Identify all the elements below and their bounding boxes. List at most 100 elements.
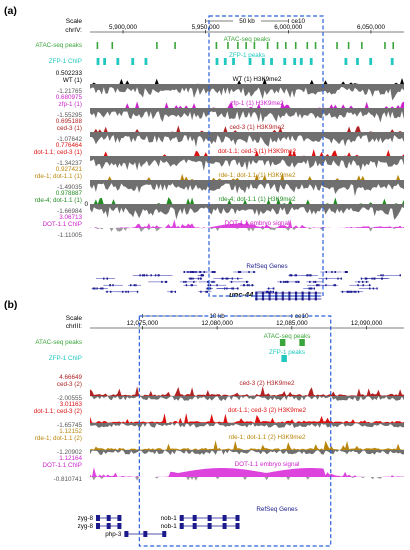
panelA-gene-exon <box>157 274 159 277</box>
panelA-gene-exon <box>353 290 355 293</box>
panelA-gene-exon <box>331 271 333 273</box>
panelB-scalebar-bg <box>203 311 232 319</box>
panelA-annot-block <box>283 58 287 65</box>
panelA-annot-block <box>293 58 297 65</box>
panelA-gene-exon <box>309 280 311 283</box>
panelA-gene-exon <box>133 284 135 287</box>
panelB-track-positive-signal <box>90 467 404 477</box>
panelA-gene-exon <box>351 290 353 293</box>
panelA-unc44-exon <box>268 297 271 301</box>
panelA-unc44-exon <box>294 291 298 295</box>
panelA-track-negative-signal <box>90 228 404 232</box>
panelA-scalebar-bg <box>233 16 261 24</box>
panelB-annot-left-label: ZFP-1 ChIP <box>49 355 82 362</box>
panelA-gene-exon <box>243 284 245 287</box>
panelA-annot-peak <box>392 42 395 49</box>
panelB-annot-block <box>299 339 305 346</box>
panelB-track-top-value: 1.12164 <box>59 455 82 462</box>
panelA-coord-label: 6,050,000 <box>357 24 386 31</box>
panelA-gene-exon <box>341 290 344 293</box>
panel-a-scale-label: Scale <box>66 18 83 25</box>
panelA-gene-exon <box>112 284 114 287</box>
panelA-gene-exon <box>139 274 141 277</box>
panelA-gene-exon <box>171 290 173 293</box>
panelB-annot-center-label: ZFP-1 peaks <box>269 349 305 356</box>
panelA-gene-exon <box>192 271 194 273</box>
panelA-annot-block <box>96 58 100 65</box>
panelB-gene-exon <box>235 515 240 521</box>
panelA-annot-peak <box>111 42 114 49</box>
panelA-gene-exon <box>226 277 229 280</box>
panelA-gene-exon <box>213 271 215 273</box>
panelA-gene-exon <box>96 287 98 290</box>
panelA-track-left-label: WT (1) <box>63 77 82 84</box>
panelA-gene-exon <box>381 277 383 280</box>
panelA-unc44-exon <box>281 291 284 295</box>
panelA-track-negative-signal <box>90 132 404 148</box>
panelA-annot-block <box>248 58 252 65</box>
panelA-track-center-label: zfp-1 (1) H3K9me2 <box>230 100 284 107</box>
panelA-coord-label: 5,900,000 <box>109 24 138 31</box>
panelA-track-center-label: DOT-1.1 embryo signal <box>225 220 290 227</box>
panelA-annot-peak <box>156 42 158 49</box>
panelB-gene-exon <box>117 523 122 529</box>
panelA-track-negative-signal <box>90 204 404 220</box>
panelA-track-bottom-value: -1.66984 <box>57 208 82 215</box>
panelA-annot-block <box>232 58 235 65</box>
panelA-track-top-value: 0.927421 <box>56 166 83 173</box>
panelA-track-positive-signal <box>90 77 404 84</box>
panelB-coord-label: 12,075,000 <box>127 320 159 327</box>
panelB-coord-label: 12,090,000 <box>351 320 383 327</box>
panelA-gene-exon <box>199 277 202 280</box>
panelA-unc44-exon <box>268 294 271 298</box>
panelA-gene-exon <box>251 284 254 287</box>
panelA-unc44-exon <box>275 297 278 301</box>
panelA-annot-block <box>270 58 273 65</box>
panelA-gene-exon <box>191 284 194 287</box>
panelA-gene-exon <box>289 274 291 277</box>
panelA-gene-exon <box>130 284 132 287</box>
panelA-gene-exon <box>239 271 242 273</box>
panelB-track-positive-signal <box>90 413 404 423</box>
panelA-track-center-label: rde-1; dot-1.1 (1) H3K9me2 <box>219 172 296 179</box>
panelA-gene-exon <box>310 274 312 277</box>
panelA-gene-exon <box>290 274 292 277</box>
panelA-annot-peak <box>384 42 386 49</box>
panelB-gene-exon <box>192 515 197 521</box>
panelA-unc44-exon <box>301 297 304 301</box>
panelB-annot-left-label: ATAC-seq peaks <box>35 339 82 346</box>
panelA-unc44-exon <box>301 291 304 295</box>
panelA-annot-block <box>103 58 107 65</box>
panelA-track-top-value: 0.680975 <box>56 94 83 101</box>
panelA-gene-exon <box>316 284 318 287</box>
panelA-gene-exon <box>205 290 207 293</box>
panelA-gene-exon <box>193 280 195 283</box>
panelB-track-negative-signal <box>90 477 404 481</box>
panelA-coord-label: 5,950,000 <box>192 24 221 31</box>
panelA-coord-label: 6,000,000 <box>274 24 303 31</box>
panelB-track-positive-signal <box>90 386 404 396</box>
panelA-gene-exon <box>183 280 185 283</box>
panelA-gene-exon <box>225 277 227 280</box>
panelA-track-left-label: zfp-1 (1) <box>59 101 82 108</box>
panelA-gene-exon <box>209 287 212 290</box>
panelB-gene-exon <box>207 515 212 521</box>
panelB-gene-exon <box>117 515 122 521</box>
panelB-gene-exon <box>124 531 129 537</box>
panelB-refseq-title: RefSeq Genes <box>256 506 297 513</box>
panelA-gene-exon <box>318 284 320 287</box>
panelA-gene-exon <box>207 284 209 287</box>
panelA-gene-exon <box>346 271 348 273</box>
panelB-annot-block <box>281 355 287 362</box>
panelA-gene-label-unc44: unc-44 <box>229 290 254 299</box>
panelA-track-bottom-value: -1.34237 <box>57 160 82 167</box>
panelA-track-bottom-value: -1.21765 <box>57 88 82 95</box>
panelA-unc44-exon <box>288 294 291 298</box>
panel-b-chrom-label: chrIII: <box>66 323 82 330</box>
panelA-annot-left-label: ZFP-1 ChIP <box>49 58 82 65</box>
panelA-gene-exon <box>232 287 235 290</box>
panelB-coord-label: 12,085,000 <box>276 320 308 327</box>
panelA-unc44-exon <box>288 291 291 295</box>
panelA-gene-exon <box>248 271 250 273</box>
